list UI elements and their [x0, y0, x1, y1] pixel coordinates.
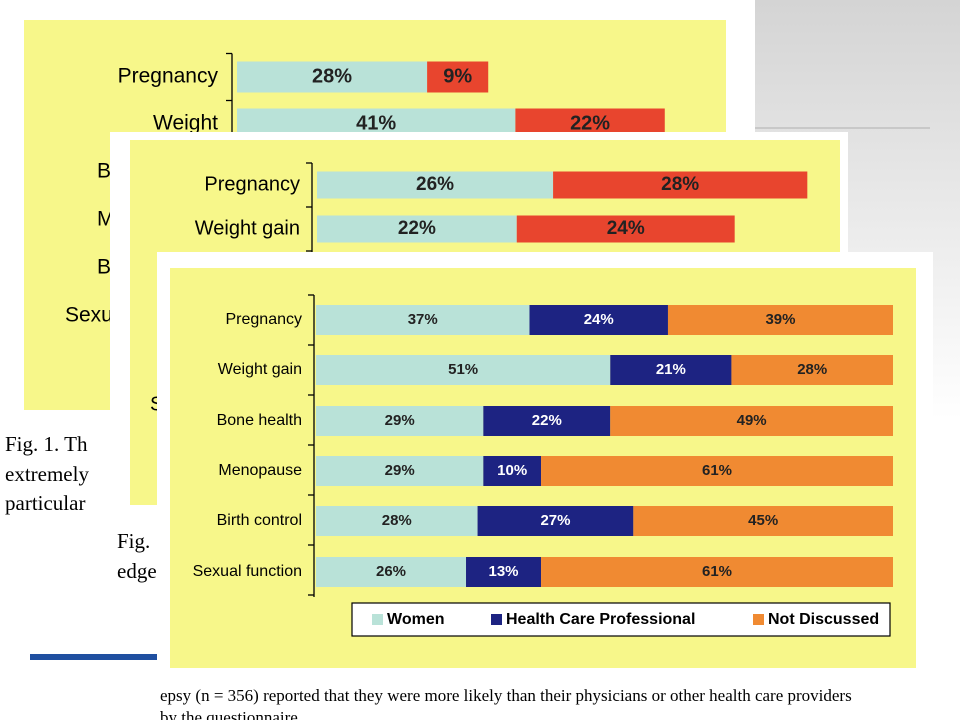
legend-swatch [491, 614, 502, 625]
value-label: 51% [448, 361, 478, 378]
value-label: 22% [532, 412, 562, 429]
category-label: B [97, 256, 111, 279]
bar-segment [667, 305, 893, 335]
bar-segment [516, 215, 735, 243]
value-label: 9% [443, 65, 472, 87]
bar-segment [316, 305, 530, 335]
category-label: Pregnancy [226, 311, 303, 328]
legend-box [351, 602, 891, 637]
caption-line: extremely [5, 462, 89, 486]
legend-label: Women [387, 611, 444, 628]
category-label: Pregnancy [118, 65, 219, 88]
bar-segment [316, 506, 478, 536]
value-label: 26% [376, 563, 406, 580]
legend-swatch [753, 614, 764, 625]
bar-segment [483, 456, 542, 486]
value-label: 41% [356, 112, 396, 134]
category-label: Weight gain [195, 217, 300, 239]
value-label: 28% [382, 512, 412, 529]
value-label: 45% [748, 512, 778, 529]
body-text: by the questionnaire [160, 708, 298, 720]
bar-segment [427, 61, 489, 93]
value-label: 24% [584, 311, 614, 328]
value-label: 21% [656, 361, 686, 378]
value-label: 22% [570, 112, 610, 134]
value-label: 24% [607, 218, 645, 239]
blue-rule [30, 654, 160, 660]
bar-segment [553, 171, 808, 199]
value-label: 61% [702, 462, 732, 479]
caption-line: Fig. 1. Th [5, 432, 88, 456]
legend-label: Health Care Professional [506, 611, 695, 628]
value-label: 29% [385, 462, 415, 479]
bar-segment [316, 456, 484, 486]
value-label: 26% [416, 174, 454, 195]
bar-segment [731, 355, 893, 385]
bar-segment [317, 215, 517, 243]
value-label: 28% [661, 174, 699, 195]
value-label: 28% [797, 361, 827, 378]
bar-segment [466, 557, 542, 587]
bar-segment [610, 355, 732, 385]
bar-segment [633, 506, 893, 536]
category-label: Sexu [65, 304, 113, 327]
category-label: B [97, 160, 111, 183]
bar-segment [316, 406, 484, 436]
category-label: Menopause [218, 462, 302, 479]
bar-segment [541, 456, 893, 486]
value-label: 29% [385, 412, 415, 429]
category-label: Weight gain [218, 361, 302, 378]
value-label: 39% [765, 311, 795, 328]
value-label: 22% [398, 218, 436, 239]
value-label: 49% [737, 412, 767, 429]
bar-segment [541, 557, 893, 587]
bar-segment [317, 171, 554, 199]
category-label: Bone health [217, 412, 302, 429]
caption-line: Fig. [117, 529, 150, 553]
value-label: 10% [497, 462, 527, 479]
value-label: 27% [540, 512, 570, 529]
bar-segment [316, 557, 467, 587]
value-label: 13% [489, 563, 519, 580]
bar-segment [316, 355, 611, 385]
category-label: Weight [153, 112, 218, 135]
value-label: 37% [408, 311, 438, 328]
category-label: Birth control [217, 512, 302, 529]
body-text: epsy (n = 356) reported that they were m… [160, 686, 852, 705]
chart-panel: Pregnancy 37% 24% 39% Weight gain 51% 21% 28% Bo… [157, 252, 933, 720]
legend-swatch [372, 614, 383, 625]
legend-label: Not Discussed [768, 611, 879, 628]
bar-segment [610, 406, 893, 436]
bar-segment [529, 305, 668, 335]
category-label: Sexual function [193, 563, 302, 580]
bar-segment [477, 506, 634, 536]
bar-segment [237, 61, 428, 93]
category-label: Pregnancy [204, 173, 300, 195]
caption-line: particular [5, 491, 85, 515]
bar-segment [483, 406, 611, 436]
value-label: 61% [702, 563, 732, 580]
value-label: 28% [312, 65, 352, 87]
caption-line: edge [117, 559, 157, 583]
